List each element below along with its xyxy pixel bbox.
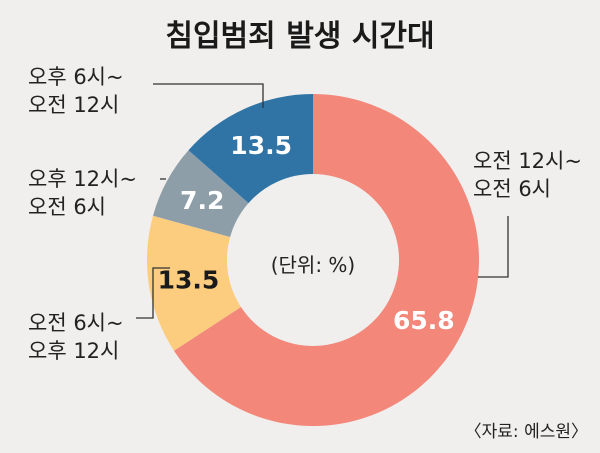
value-label: 7.2 xyxy=(180,186,224,215)
value-labels: 65.813.57.213.5 xyxy=(158,131,455,335)
category-label: 오전 6시 xyxy=(473,177,551,201)
category-label: 오후 6시~ xyxy=(28,65,124,89)
slice-6am-noon xyxy=(147,215,241,351)
value-label: 13.5 xyxy=(158,265,220,294)
unit-label: (단위: %) xyxy=(271,253,356,277)
chart-title: 침입범죄 발생 시간대 xyxy=(165,19,434,54)
leader-line xyxy=(136,267,170,319)
value-label: 13.5 xyxy=(230,131,292,160)
category-label: 오전 6시~ xyxy=(28,311,124,335)
category-label: 오전 12시 xyxy=(28,93,119,117)
category-label: 오후 12시~ xyxy=(28,167,137,191)
leader-lines xyxy=(136,83,509,319)
value-label: 65.8 xyxy=(393,306,455,335)
donut-slices xyxy=(147,94,480,427)
slice-midnight-6am xyxy=(173,94,480,427)
leader-line xyxy=(478,216,509,278)
slice-6pm-midnight xyxy=(188,94,313,204)
category-label: 오후 12시 xyxy=(28,339,119,363)
slice-noon-6pm xyxy=(153,150,249,238)
category-label: 오전 6시 xyxy=(28,195,106,219)
category-label: 오전 12시~ xyxy=(473,149,582,173)
source-label: 〈자료: 에스원〉 xyxy=(465,422,588,442)
leader-line xyxy=(153,83,264,108)
